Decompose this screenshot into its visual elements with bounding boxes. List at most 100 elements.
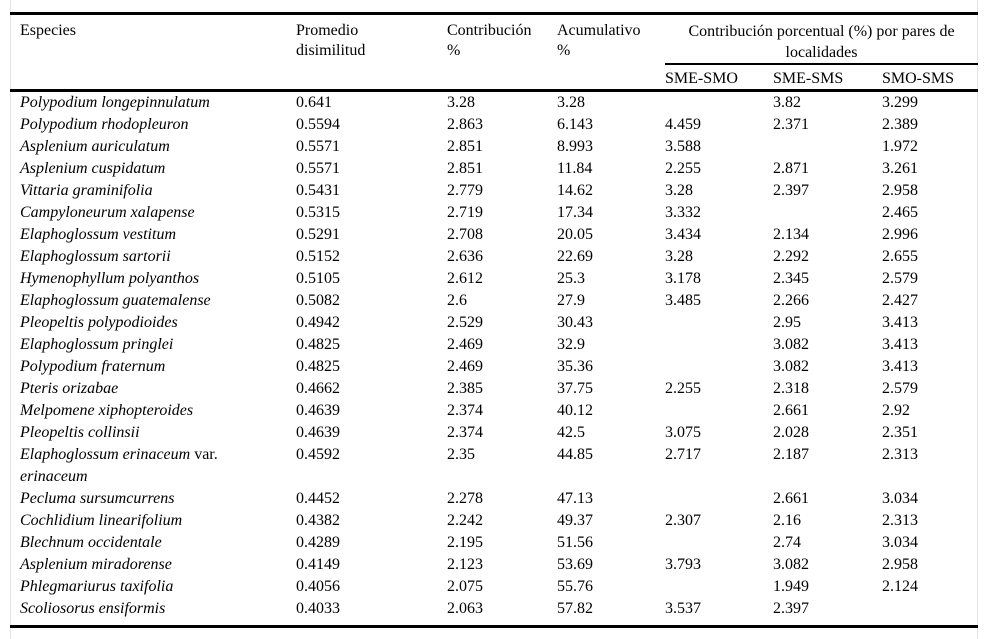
cell-smo-sms: 3.034 <box>882 534 918 551</box>
cell-dissimilarity: 0.4592 <box>296 446 340 463</box>
cell-smo-sms: 2.958 <box>882 556 918 573</box>
cell-sme-smo <box>665 334 773 356</box>
cell-smo-sms: 2.389 <box>882 116 918 133</box>
cell-cumulative: 3.28 <box>557 94 585 111</box>
cell-species: Elaphoglossum pringlei <box>20 336 174 353</box>
cell-sme-smo: 3.537 <box>665 600 701 617</box>
column-header-promedio-line2: disimilitud <box>296 42 366 59</box>
cell-sme-sms: 3.082 <box>773 556 809 573</box>
cell-sme-sms: 3.82 <box>773 94 801 111</box>
cell-contribution: 2.242 <box>447 512 483 529</box>
cell-contribution: 2.636 <box>447 248 483 265</box>
header-row-locality-pairs: SME-SMO SME-SMS SMO-SMS <box>10 64 979 92</box>
table-row: Pleopeltis collinsii 0.4639 2.374 42.5 3.075… <box>10 422 978 444</box>
cell-species: Elaphoglossum vestitum <box>20 226 176 243</box>
table-right-gridline <box>977 0 978 639</box>
cell-species: Elaphoglossum sartorii <box>20 248 171 265</box>
cell-contribution: 3.28 <box>447 94 475 111</box>
cell-smo-sms: 2.313 <box>882 446 918 463</box>
cell-cumulative: 51.56 <box>557 534 593 551</box>
cell-sme-smo: 2.255 <box>665 380 701 397</box>
cell-dissimilarity: 0.4452 <box>296 490 340 507</box>
cell-smo-sms: 2.579 <box>882 380 918 397</box>
table-row: Asplenium auriculatum 0.5571 2.851 8.993 3.5… <box>10 136 978 158</box>
cell-sme-sms: 2.318 <box>773 380 809 397</box>
table-body: Polypodium longepinnulatum 0.641 3.28 3.28 3… <box>10 91 978 627</box>
cell-species: Elaphoglossum erinaceum var. erinaceum <box>20 446 218 485</box>
cell-sme-sms: 2.187 <box>773 446 809 463</box>
cell-dissimilarity: 0.4825 <box>296 358 340 375</box>
cell-smo-sms: 2.92 <box>882 402 910 419</box>
cell-sme-smo <box>665 576 773 598</box>
cell-sme-smo: 3.332 <box>665 204 701 221</box>
cell-contribution: 2.6 <box>447 292 467 309</box>
cell-sme-sms: 2.74 <box>773 534 801 551</box>
column-header-acumulativo-line1: Acumulativo <box>557 22 641 39</box>
cell-species: Polypodium fraternum <box>20 358 166 375</box>
cell-smo-sms: 2.465 <box>882 204 918 221</box>
species-contribution-table: Especies Promedio disimilitud Contribuci… <box>10 12 979 628</box>
cell-species: Blechnum occidentale <box>20 534 162 551</box>
table-row: Vittaria graminifolia 0.5431 2.779 14.62 3.2… <box>10 180 978 202</box>
table-row: Polypodium fraternum 0.4825 2.469 35.36 3.08… <box>10 356 978 378</box>
cell-contribution: 2.851 <box>447 138 483 155</box>
cell-smo-sms: 2.427 <box>882 292 918 309</box>
cell-smo-sms: 2.124 <box>882 578 918 595</box>
cell-cumulative: 49.37 <box>557 512 593 529</box>
cell-species: Hymenophyllum polyanthos <box>20 270 200 287</box>
cell-contribution: 2.374 <box>447 424 483 441</box>
cell-dissimilarity: 0.4033 <box>296 600 340 617</box>
cell-contribution: 2.278 <box>447 490 483 507</box>
cell-sme-smo: 3.28 <box>665 248 693 265</box>
cell-cumulative: 14.62 <box>557 182 593 199</box>
cell-contribution: 2.063 <box>447 600 483 617</box>
cell-dissimilarity: 0.4662 <box>296 380 340 397</box>
table-row: Campyloneurum xalapense 0.5315 2.719 17.34 3… <box>10 202 978 224</box>
cell-dissimilarity: 0.4639 <box>296 424 340 441</box>
table-row: Elaphoglossum guatemalense 0.5082 2.6 27.9 3… <box>10 290 978 312</box>
cell-cumulative: 30.43 <box>557 314 593 331</box>
cell-dissimilarity: 0.4149 <box>296 556 340 573</box>
table-row: Polypodium rhodopleuron 0.5594 2.863 6.143 4… <box>10 114 978 136</box>
cell-cumulative: 22.69 <box>557 248 593 265</box>
table-row: Elaphoglossum vestitum 0.5291 2.708 20.05 3.… <box>10 224 978 246</box>
cell-sme-sms <box>773 136 882 158</box>
table-row: Elaphoglossum erinaceum var. erinaceum 0.4… <box>10 444 978 488</box>
cell-sme-smo: 2.717 <box>665 446 701 463</box>
cell-cumulative: 17.34 <box>557 204 593 221</box>
cell-sme-smo <box>665 356 773 378</box>
cell-dissimilarity: 0.4382 <box>296 512 340 529</box>
cell-smo-sms: 2.579 <box>882 270 918 287</box>
table-row: Pleopeltis polypodioides 0.4942 2.529 30.43… <box>10 312 978 334</box>
cell-sme-sms: 2.95 <box>773 314 801 331</box>
table-row: Pteris orizabae 0.4662 2.385 37.75 2.255 2.31… <box>10 378 978 400</box>
cell-cumulative: 35.36 <box>557 358 593 375</box>
table-row: Asplenium miradorense 0.4149 2.123 53.69 3.7… <box>10 554 978 576</box>
cell-contribution: 2.123 <box>447 556 483 573</box>
cell-smo-sms: 3.413 <box>882 336 918 353</box>
cell-smo-sms: 2.351 <box>882 424 918 441</box>
cell-sme-smo: 3.075 <box>665 424 701 441</box>
cell-smo-sms: 3.299 <box>882 94 918 111</box>
cell-contribution: 2.374 <box>447 402 483 419</box>
column-header-sme-sms: SME-SMS <box>773 64 882 92</box>
cell-dissimilarity: 0.5082 <box>296 292 340 309</box>
cell-sme-sms: 2.871 <box>773 160 809 177</box>
cell-cumulative: 57.82 <box>557 600 593 617</box>
table-row: Polypodium longepinnulatum 0.641 3.28 3.28 3… <box>10 91 978 115</box>
cell-cumulative: 20.05 <box>557 226 593 243</box>
table-row: Elaphoglossum pringlei 0.4825 2.469 32.9 3.0… <box>10 334 978 356</box>
cell-sme-smo: 3.485 <box>665 292 701 309</box>
cell-cumulative: 25.3 <box>557 270 585 287</box>
cell-sme-sms: 1.949 <box>773 578 809 595</box>
cell-sme-sms: 2.134 <box>773 226 809 243</box>
table-header: Especies Promedio disimilitud Contribuci… <box>10 13 979 92</box>
cell-cumulative: 6.143 <box>557 116 593 133</box>
cell-species: Asplenium cuspidatum <box>20 160 166 177</box>
cell-contribution: 2.195 <box>447 534 483 551</box>
cell-smo-sms: 2.313 <box>882 512 918 529</box>
cell-sme-smo <box>665 91 773 115</box>
cell-dissimilarity: 0.4639 <box>296 402 340 419</box>
cell-species: Elaphoglossum guatemalense <box>20 292 211 309</box>
table-left-gridline <box>10 0 11 639</box>
